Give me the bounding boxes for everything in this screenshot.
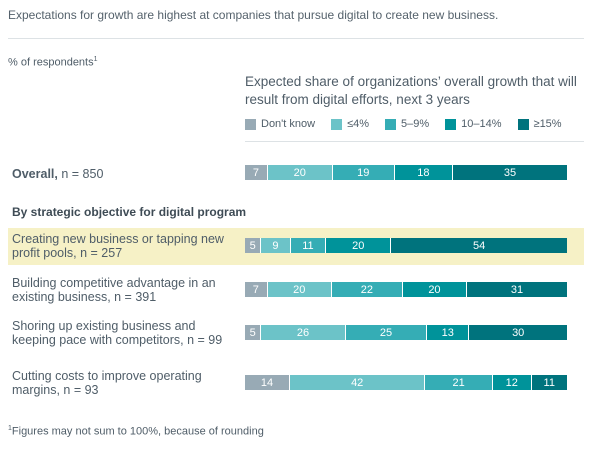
bar-segment: 19 (332, 165, 395, 180)
bar-segment: 18 (394, 165, 454, 180)
row-label: Creating new business or tapping new pro… (12, 232, 224, 260)
section-heading: By strategic objective for digital progr… (12, 205, 247, 219)
bar-segment: 30 (469, 325, 567, 340)
bar-segment: 26 (261, 325, 346, 340)
bar-segment: 20 (267, 165, 333, 180)
bar-segment: 31 (467, 282, 567, 297)
legend-swatch (331, 118, 343, 130)
bar-segment: 13 (427, 325, 470, 340)
legend-swatch (385, 118, 397, 130)
divider (8, 38, 584, 39)
unit-label: % of respondents1 (8, 56, 98, 69)
legend-swatch (445, 118, 457, 130)
legend-label: ≤4% (347, 118, 370, 130)
legend-label: ≥15% (533, 118, 562, 130)
legend-swatch (245, 118, 256, 130)
bar-segment: 14 (245, 375, 291, 390)
legend-item: Don't know (245, 118, 315, 130)
overall-text: Overall, (12, 167, 58, 181)
bar-segment: 35 (453, 165, 567, 180)
bar-segment: 20 (267, 282, 332, 297)
bar-segment: 12 (492, 375, 532, 390)
bar-segment: 21 (425, 375, 493, 390)
footnote-mark: 1 (8, 425, 12, 432)
legend-divider (245, 141, 584, 142)
legend-item: ≤4% (331, 118, 369, 130)
page-title: Expectations for growth are highest at c… (8, 8, 499, 22)
bar-segment: 22 (331, 282, 403, 297)
bar-segment: 20 (402, 282, 468, 297)
row-label: Cutting costs to improve operating margi… (12, 369, 202, 397)
bar-segment: 11 (531, 375, 567, 390)
footnote-mark: 1 (93, 56, 98, 63)
chart-title: Expected share of organizations’ overall… (245, 74, 577, 107)
bar-row: 5 26 25 13 30 (245, 325, 567, 340)
overall-n: n = 850 (61, 167, 104, 181)
legend-label: 5–9% (401, 118, 430, 130)
bar-segment: 20 (326, 238, 392, 253)
footnote: 1Figures may not sum to 100%, because of… (8, 425, 264, 438)
bar-row: 7 20 22 20 31 (245, 282, 567, 297)
bar-row: 14 42 21 12 11 (245, 375, 567, 390)
row-label: Building competitive advantage in an exi… (12, 276, 216, 304)
legend-swatch (517, 118, 529, 130)
legend-label: 10–14% (461, 118, 502, 130)
footnote-text: Figures may not sum to 100%, because of … (11, 425, 264, 438)
bar-segment: 25 (345, 325, 428, 340)
legend-item: ≥15% (517, 118, 562, 130)
bar-segment: 7 (245, 165, 268, 180)
bar-segment: 11 (290, 238, 327, 253)
bar-segment: 42 (290, 375, 426, 390)
bar-overall: 7 20 19 18 35 (245, 165, 567, 180)
row-label: Shoring up existing business and keeping… (12, 319, 223, 347)
bar-row: 5 9 11 20 54 (245, 238, 567, 253)
bar-segment: 5 (245, 325, 262, 340)
legend-label: Don't know (261, 118, 316, 130)
legend: Don't know ≤4% 5–9% 10–14% ≥15% (245, 118, 562, 130)
overall-label: Overall, n = 850 (12, 167, 237, 181)
bar-segment: 5 (245, 238, 262, 253)
bar-segment: 9 (261, 238, 291, 253)
bar-segment: 7 (245, 282, 268, 297)
unit-text: % of respondents (8, 56, 94, 69)
legend-item: 10–14% (445, 118, 502, 130)
bar-segment: 54 (391, 238, 567, 253)
legend-item: 5–9% (385, 118, 429, 130)
